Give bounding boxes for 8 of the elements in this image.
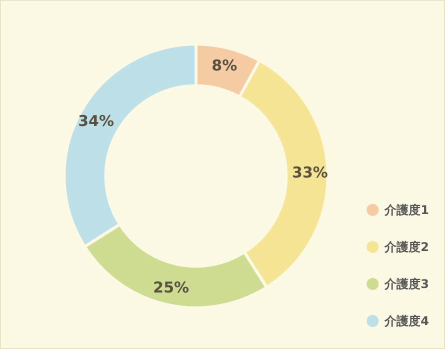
legend-label: 介護度4 (384, 314, 430, 328)
data-label: 34% (78, 112, 114, 130)
data-label: 8% (212, 56, 238, 75)
data-label: 25% (153, 278, 190, 296)
legend-label: 介護度1 (384, 203, 430, 217)
legend-label: 介護度2 (384, 240, 430, 254)
legend-label: 介護度3 (384, 277, 430, 291)
data-label: 33% (292, 163, 328, 182)
